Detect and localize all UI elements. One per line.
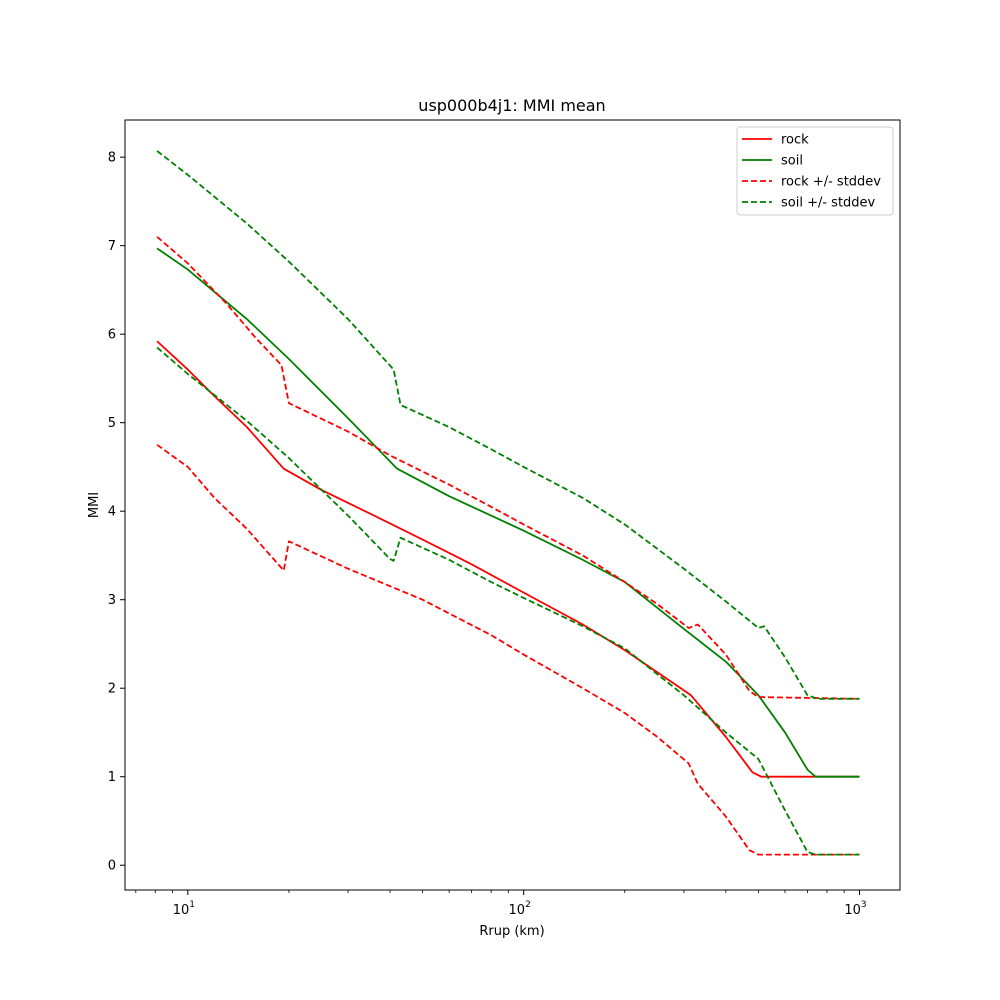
x-tick-label: 102 xyxy=(509,900,531,918)
y-tick-label: 8 xyxy=(108,151,116,166)
y-tick-label: 4 xyxy=(108,505,116,520)
y-tick-label: 1 xyxy=(108,770,116,785)
series-line-rock-stddev-2 xyxy=(156,236,860,700)
plot-frame xyxy=(124,119,901,891)
y-tick-label: 2 xyxy=(108,682,116,697)
legend-label: soil xyxy=(781,154,803,169)
x-axis-label: Rrup (km) xyxy=(479,924,544,939)
series-line-rock-stddev-3 xyxy=(156,444,860,856)
y-tick-label: 6 xyxy=(108,328,116,343)
series-layer xyxy=(156,150,860,856)
legend: rock soil rock +/- stddev soil +/- stddev xyxy=(736,126,894,216)
series-line-soil-stddev-5 xyxy=(156,346,860,856)
y-tick-label: 0 xyxy=(108,859,116,874)
y-axis-ticks: 0 1 2 3 4 5 6 7 8 xyxy=(108,151,125,874)
legend-label: rock +/- stddev xyxy=(781,175,881,190)
chart-title: usp000b4j1: MMI mean xyxy=(418,96,605,115)
x-tick-label: 101 xyxy=(173,900,195,918)
series-line-rock-0 xyxy=(156,340,860,778)
series-line-soil-1 xyxy=(156,247,860,778)
y-axis-label: MMI xyxy=(87,492,102,518)
y-tick-label: 5 xyxy=(108,416,116,431)
x-axis-ticks: 101 102 103 xyxy=(135,890,867,918)
legend-label: soil +/- stddev xyxy=(781,196,876,211)
legend-box xyxy=(736,126,894,216)
y-tick-label: 7 xyxy=(108,239,116,254)
x-tick-label: 103 xyxy=(844,900,866,918)
series-line-soil-stddev-4 xyxy=(156,150,860,700)
y-tick-label: 3 xyxy=(108,593,116,608)
legend-label: rock xyxy=(781,133,809,148)
plot-area xyxy=(124,119,901,891)
